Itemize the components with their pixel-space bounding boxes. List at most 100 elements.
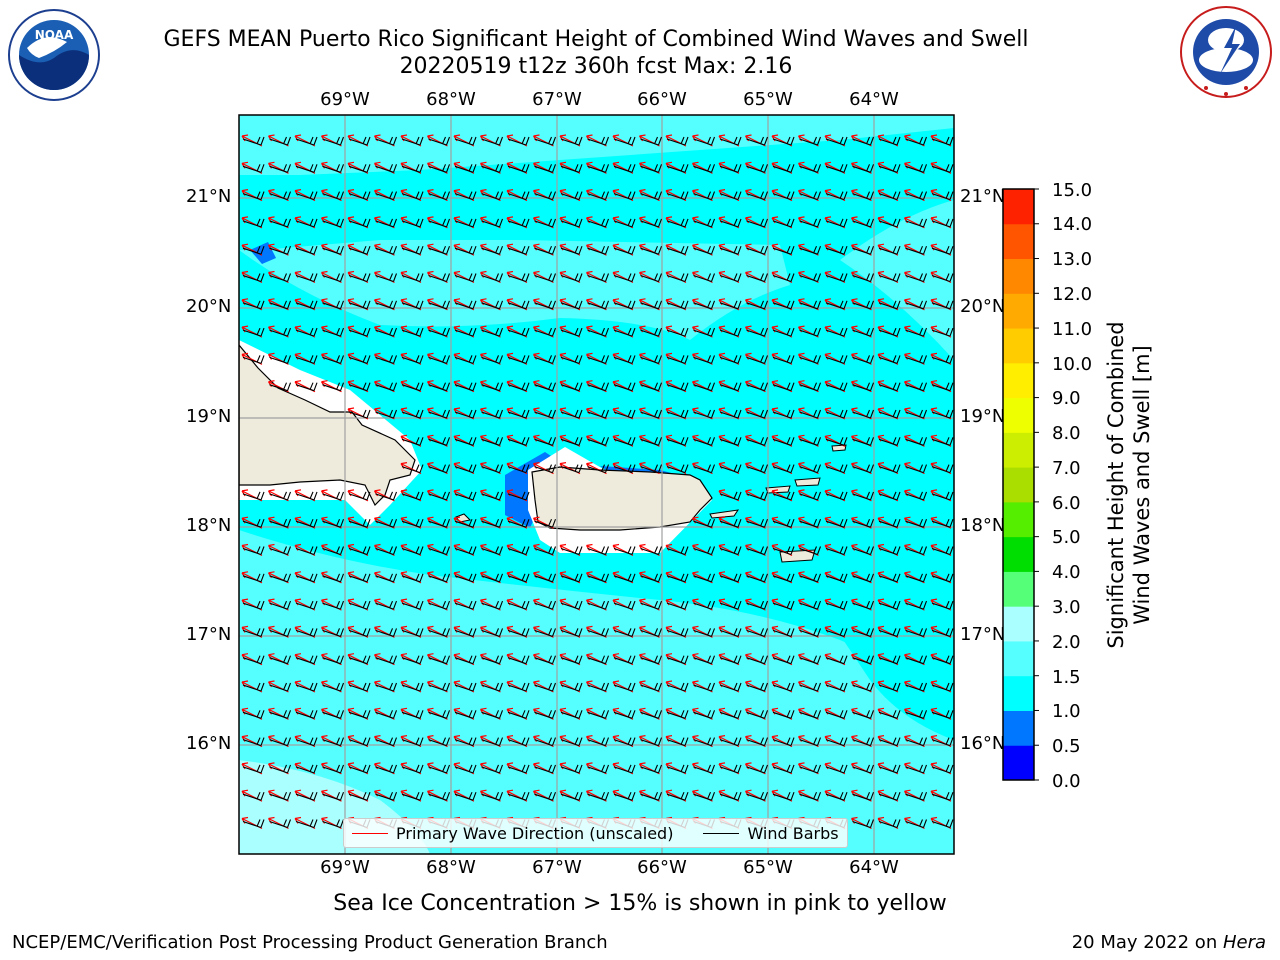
wind-barb — [322, 546, 345, 556]
wind-barb — [613, 600, 636, 610]
wind-barb — [534, 191, 557, 201]
wind-barb — [348, 136, 371, 146]
wind-barb — [719, 546, 742, 556]
wind-barb — [878, 355, 901, 364]
wind-barb — [242, 245, 265, 255]
wind-barb — [348, 600, 371, 610]
colorbar-band — [1003, 362, 1034, 399]
wind-barb — [905, 245, 928, 255]
wind-barb — [481, 655, 504, 665]
wind-barb — [534, 409, 557, 419]
lon-label-bottom: 67°W — [532, 857, 582, 878]
wind-barb — [746, 355, 769, 364]
wind-barb — [799, 737, 822, 747]
wind-barb — [401, 327, 424, 337]
wind-barb — [799, 300, 822, 310]
wind-barb — [507, 218, 530, 228]
wind-barb — [693, 791, 716, 801]
wind-barb — [507, 191, 530, 201]
wind-barb — [746, 300, 769, 310]
wind-barb — [613, 655, 636, 665]
wind-barb — [269, 737, 292, 747]
wind-barb — [613, 355, 636, 364]
wind-barb — [719, 273, 742, 283]
wind-barb — [878, 327, 901, 337]
wind-barb — [428, 136, 451, 146]
wind-barb — [613, 791, 636, 801]
wind-barb — [269, 791, 292, 801]
wind-barb — [640, 464, 663, 474]
wind-barb — [772, 218, 795, 228]
wind-barb — [401, 518, 424, 528]
wind-barb — [428, 437, 451, 446]
wind-barb — [428, 764, 451, 774]
colorbar-band — [1003, 501, 1034, 538]
wind-barb — [507, 382, 530, 392]
wind-barb — [772, 518, 795, 528]
wind-barb — [613, 437, 636, 446]
colorbar-band — [1003, 640, 1034, 677]
wind-barb — [746, 491, 769, 501]
wind-barb — [640, 655, 663, 665]
wind-barb — [269, 136, 292, 146]
wind-barb — [587, 546, 610, 556]
wind-barb — [375, 245, 398, 255]
wind-barb — [375, 764, 398, 774]
wind-barb — [905, 600, 928, 610]
wind-barb — [242, 191, 265, 201]
wind-barb — [772, 464, 795, 474]
wind-barb — [852, 437, 875, 446]
wind-barb — [613, 300, 636, 310]
wind-barb — [825, 218, 848, 228]
wind-barb — [428, 327, 451, 337]
wind-barb — [401, 136, 424, 146]
wind-barb — [322, 191, 345, 201]
wind-barb — [905, 710, 928, 719]
wind-barb — [666, 300, 689, 310]
wind-barb — [693, 546, 716, 556]
wind-barb — [825, 164, 848, 173]
wind-barb — [322, 518, 345, 528]
wind-barb — [587, 327, 610, 337]
wind-barb — [746, 600, 769, 610]
wind-barb — [746, 791, 769, 801]
wind-barb — [799, 710, 822, 719]
wind-barb — [878, 737, 901, 747]
wind-barb — [348, 737, 371, 747]
wind-barb — [905, 546, 928, 556]
wind-barb — [905, 464, 928, 474]
colorbar-tick-label: 0.5 — [1052, 736, 1081, 757]
wind-barb — [640, 764, 663, 774]
wind-barb — [295, 491, 318, 501]
wind-barb — [852, 273, 875, 283]
wind-barb — [878, 409, 901, 419]
wind-barb — [905, 136, 928, 146]
wind-barb — [322, 300, 345, 310]
wind-barb — [931, 710, 954, 719]
colorbar-band — [1003, 223, 1034, 260]
wind-barb — [587, 600, 610, 610]
wind-barb — [587, 191, 610, 201]
wind-barb — [931, 682, 954, 692]
wind-barb — [507, 245, 530, 255]
wind-barb — [587, 437, 610, 446]
wind-barb — [905, 164, 928, 173]
wind-barb — [428, 273, 451, 283]
wind-barb — [878, 382, 901, 392]
wind-barb — [719, 491, 742, 501]
wind-barb — [719, 300, 742, 310]
wind-barb — [534, 327, 557, 337]
lat-label-left: 16°N — [186, 733, 232, 754]
wind-barb — [507, 628, 530, 637]
wind-barb — [375, 600, 398, 610]
wind-barb — [852, 819, 875, 829]
wind-barb — [746, 628, 769, 637]
wind-barb — [852, 300, 875, 310]
wind-barb — [295, 518, 318, 528]
wind-barb — [481, 464, 504, 474]
wind-barb — [269, 682, 292, 692]
wind-barb — [852, 764, 875, 774]
wind-barb — [507, 437, 530, 446]
wind-barb — [640, 164, 663, 173]
wind-barb — [693, 355, 716, 364]
